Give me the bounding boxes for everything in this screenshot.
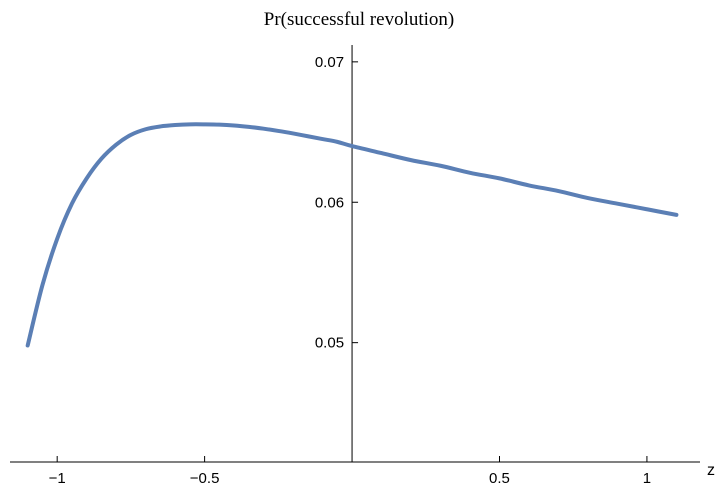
x-tick-label: 0.5	[489, 470, 510, 487]
chart-title: Pr(successful revolution)	[264, 9, 454, 30]
y-tick-label: 0.05	[315, 335, 344, 352]
x-ticks: −1 −0.5 0.5 1	[49, 456, 651, 487]
x-tick-label: 1	[643, 470, 651, 487]
x-tick-label: −0.5	[190, 470, 220, 487]
y-tick-label: 0.06	[315, 194, 344, 211]
series-group	[25, 122, 679, 348]
x-axis-label: z	[707, 462, 715, 479]
y-ticks: 0.05 0.06 0.07	[315, 54, 359, 352]
series-line	[25, 122, 679, 348]
y-tick-label: 0.07	[315, 54, 344, 71]
x-tick-label: −1	[49, 470, 66, 487]
